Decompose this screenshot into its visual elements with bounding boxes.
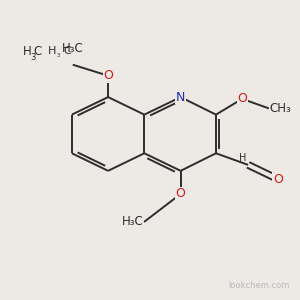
Text: C: C [64, 46, 72, 56]
Text: C: C [34, 44, 42, 58]
Text: O: O [273, 172, 283, 186]
Text: H: H [48, 46, 56, 56]
Text: H: H [239, 153, 247, 164]
Text: 3: 3 [30, 53, 35, 62]
Text: $_3$: $_3$ [56, 51, 61, 60]
Text: O: O [103, 69, 113, 82]
Text: lookchem.com: lookchem.com [228, 281, 290, 290]
Text: H₃C: H₃C [122, 215, 144, 228]
Text: CH₃: CH₃ [269, 102, 291, 115]
Text: O: O [176, 188, 186, 200]
Text: H₃C: H₃C [62, 42, 84, 55]
Text: N: N [176, 91, 185, 103]
Text: O: O [237, 92, 247, 105]
Text: H: H [23, 44, 32, 58]
